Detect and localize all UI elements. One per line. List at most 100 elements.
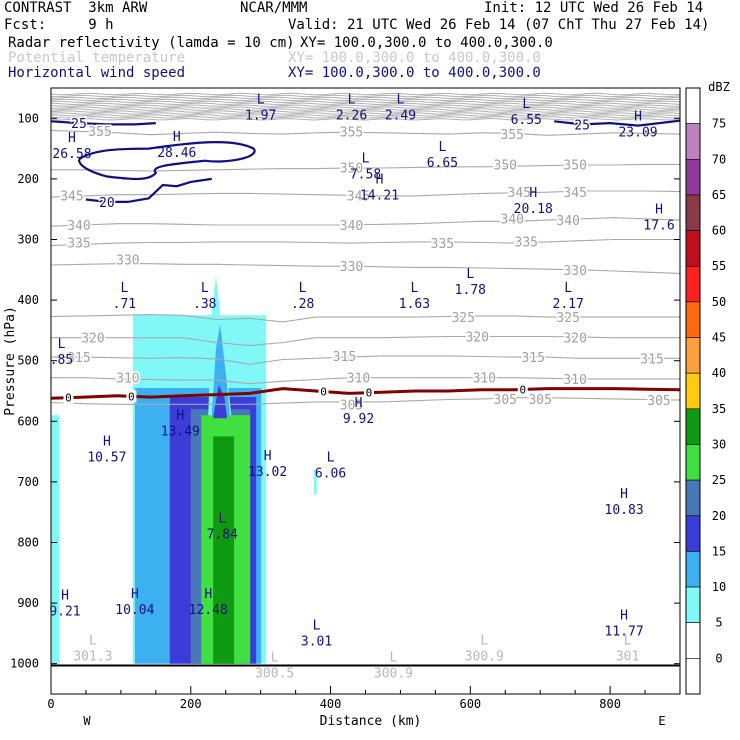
model-title: CONTRAST 3km ARW [4, 0, 148, 16]
colorbar-swatch [685, 622, 701, 659]
extremum-marker: H [264, 449, 272, 464]
theta-label: 320 [563, 332, 586, 347]
colorbar-level-label: 70 [712, 152, 726, 166]
wind-contour-label: 25 [71, 117, 87, 132]
theta-contour-305 [51, 397, 680, 405]
theta-contour-dense [51, 92, 680, 96]
theta-label: 315 [640, 352, 663, 367]
theta-contour-dense [51, 108, 680, 111]
theta-contour-dense [51, 114, 680, 117]
reflectivity-band [213, 436, 235, 664]
wind-contour-25 [51, 120, 156, 126]
colorbar-level-label: 20 [712, 509, 726, 523]
extremum-marker: L [120, 281, 128, 296]
extremum-marker: H [68, 131, 76, 146]
extremum-marker: H [176, 408, 184, 423]
colorbar-level-label: 75 [712, 117, 726, 131]
extremum-value: 1.63 [399, 297, 430, 312]
extremum-marker: H [634, 110, 642, 125]
extremum-marker: L [257, 93, 265, 108]
extremum-value: 28.46 [157, 146, 196, 161]
theta-label: 350 [340, 161, 363, 176]
wind-contours [51, 119, 680, 203]
theta-contour-320 [51, 335, 680, 347]
theta-contour-dense [51, 116, 680, 119]
theta-contours [51, 92, 680, 405]
valid-time: Valid: 21 UTC Wed 26 Feb 14 (07 ChT Thu … [288, 17, 710, 33]
reflectivity-shading [51, 275, 680, 667]
theta-contour-dense [51, 112, 680, 115]
surface-value: 301 [616, 650, 639, 665]
extremum-marker: L [313, 619, 321, 634]
colorbar-swatch [685, 515, 701, 552]
y-axis-label: Pressure (hPa) [3, 306, 18, 416]
freezing-level: 0 0 0 0 0 [51, 383, 680, 405]
theta-label: 305 [647, 394, 670, 409]
field-reflectivity-xy: XY= 100.0,300.0 to 400.0,300.0 [300, 35, 553, 51]
y-tick-label: 200 [17, 172, 39, 186]
theta-label: 345 [563, 186, 586, 201]
colorbar-level-label: 55 [712, 259, 726, 273]
colorbar-level-label: 10 [712, 580, 726, 594]
theta-contour-dense [51, 100, 680, 104]
x-tick-label: 600 [459, 697, 481, 711]
freezing-label-bg [63, 391, 74, 404]
theta-label: 355 [88, 125, 111, 140]
y-tick-label: 700 [17, 475, 39, 489]
extremum-marker: H [620, 487, 628, 502]
extremum-marker: H [103, 434, 111, 449]
extremum-marker: H [355, 396, 363, 411]
surface-value: 300.9 [374, 667, 413, 682]
theta-contour-325 [51, 314, 680, 323]
extremum-marker: L [218, 511, 226, 526]
extremum-value: .28 [291, 297, 314, 312]
colorbar-level-label: 0 [715, 651, 722, 665]
extremum-marker: L [397, 93, 405, 108]
theta-label: 315 [333, 350, 356, 365]
extremum-value: 14.21 [360, 189, 399, 204]
extremum-value: 6.06 [315, 467, 346, 482]
theta-contour-dense [51, 94, 680, 98]
y-tick-label: 400 [17, 293, 39, 307]
theta-label: 310 [563, 373, 586, 388]
colorbar-swatch [685, 158, 701, 196]
theta-label: 330 [563, 264, 586, 279]
theta-label: 305 [528, 393, 551, 408]
colorbar-level-label: 40 [712, 366, 726, 380]
theta-label: 355 [501, 128, 524, 143]
extremum-marker: L [348, 93, 356, 108]
theta-label: 330 [340, 260, 363, 275]
extremum-value: 23.09 [618, 126, 657, 141]
colorbar-level-label: 45 [712, 331, 726, 345]
colorbar-level-label: 65 [712, 188, 726, 202]
extremum-value: 7.84 [207, 527, 238, 542]
theta-label: 310 [473, 372, 496, 387]
surface-value: 300.5 [255, 667, 294, 682]
freezing-level-label: 0 [366, 387, 373, 400]
extremum-marker: H [376, 173, 384, 188]
freezing-level-label: 0 [65, 392, 72, 405]
field-theta-xy: XY= 100.0,300.0 to 400.0,300.0 [288, 50, 541, 66]
extremum-marker: L [522, 97, 530, 112]
theta-label: 340 [501, 212, 524, 227]
extremum-value: .38 [193, 297, 216, 312]
colorbar-level-label: 25 [712, 473, 726, 487]
theta-label: 345 [508, 186, 531, 201]
theta-contour-355 [51, 129, 680, 136]
freezing-label-bg [363, 386, 374, 399]
freezing-level-label: 0 [320, 386, 327, 399]
y-tick-label: 500 [17, 354, 39, 368]
extremum-value: 2.26 [336, 109, 367, 124]
extremum-value: 3.01 [301, 635, 332, 650]
colorbar-swatch [685, 301, 701, 338]
extremum-marker: L [564, 281, 572, 296]
colorbar-swatch [685, 194, 701, 231]
y-tick-label: 1000 [10, 657, 39, 671]
surface-marker: L [624, 634, 632, 649]
extremum-marker: H [529, 186, 537, 201]
theta-contour-dense [51, 110, 680, 113]
field-reflectivity-name: Radar reflectivity (lamda = 10 cm) [8, 35, 295, 51]
theta-label: 335 [67, 237, 90, 252]
theta-label: 345 [60, 189, 83, 204]
theta-label: 315 [67, 351, 90, 366]
